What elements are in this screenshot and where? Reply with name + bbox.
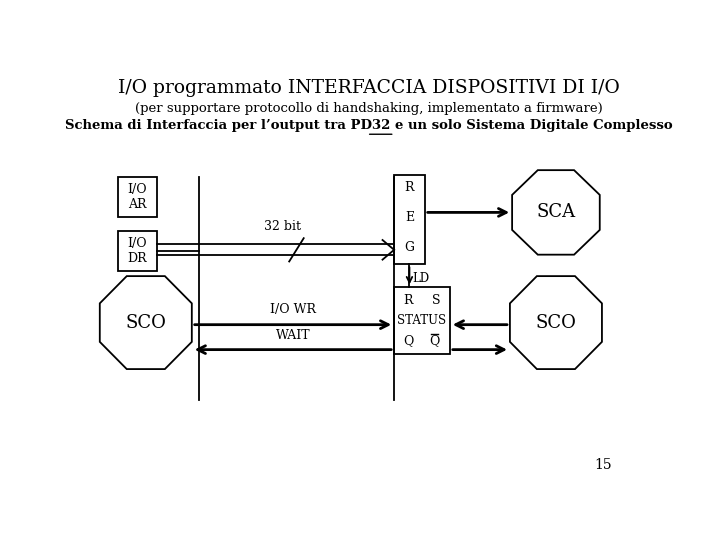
Bar (394, 175, 425, 265)
Text: SCA: SCA (536, 204, 575, 221)
Text: G: G (405, 240, 415, 254)
Text: I/O
AR: I/O AR (127, 183, 148, 211)
Text: Q: Q (403, 334, 413, 347)
Text: LD: LD (413, 272, 429, 285)
Text: WAIT: WAIT (276, 329, 310, 342)
Bar (118, 231, 157, 271)
Text: S: S (432, 294, 440, 307)
Text: I/O programmato INTERFACCIA DISPOSITIVI DI I/O: I/O programmato INTERFACCIA DISPOSITIVI … (118, 79, 620, 97)
Text: SCO: SCO (125, 314, 166, 332)
Text: R: R (403, 294, 413, 307)
Text: 15: 15 (595, 458, 612, 472)
Text: Q: Q (429, 334, 439, 347)
Text: SCO: SCO (536, 314, 577, 332)
Text: R: R (405, 181, 414, 194)
Text: I/O WR: I/O WR (270, 302, 316, 315)
Text: E: E (405, 211, 414, 224)
Bar (394, 287, 450, 354)
Bar (118, 177, 157, 217)
Text: I/O
DR: I/O DR (127, 237, 148, 265)
Text: Schema di Interfaccia per l’output tra PD32 e un solo Sistema Digitale Complesso: Schema di Interfaccia per l’output tra P… (66, 119, 672, 132)
Text: (per supportare protocollo di handshaking, implementato a firmware): (per supportare protocollo di handshakin… (135, 102, 603, 115)
Text: STATUS: STATUS (397, 314, 446, 327)
Text: 32 bit: 32 bit (264, 220, 301, 233)
